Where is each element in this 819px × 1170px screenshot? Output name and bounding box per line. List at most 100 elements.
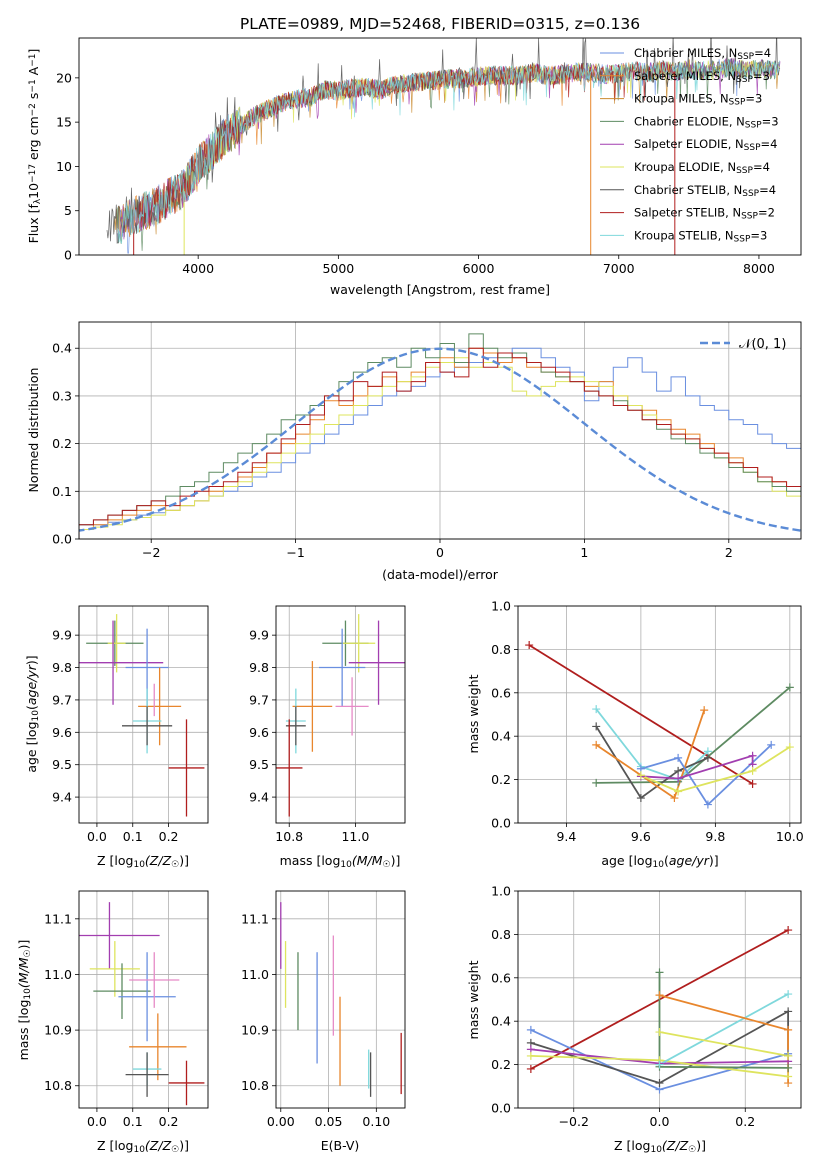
y-tick-label: 0.6 <box>491 685 511 700</box>
label-part: )] <box>709 853 719 868</box>
label-part: SSP <box>745 121 762 131</box>
data-point <box>655 1079 664 1088</box>
data-point <box>784 926 793 935</box>
label-part: Kroupa STELIB, N <box>634 228 734 242</box>
data-point <box>674 774 683 783</box>
label-part: age [log <box>24 721 39 772</box>
series-line <box>528 644 754 785</box>
label-part: ] <box>26 49 41 54</box>
y-tick-label: 0.2 <box>491 772 511 787</box>
label-part: 10 <box>340 860 352 870</box>
y-tick-label: 10 <box>56 159 72 174</box>
legend-label: Kroupa MILES, NSSP=3 <box>634 92 762 108</box>
data-point <box>592 740 601 749</box>
label-part: =2 <box>758 206 775 220</box>
label-part: mass [log <box>16 1000 31 1061</box>
axes-frame <box>78 37 802 256</box>
label-part: SSP <box>736 75 753 85</box>
y-tick-label: 0.4 <box>52 341 72 356</box>
label-part: ☉ <box>688 1145 696 1155</box>
data-point <box>784 1007 793 1016</box>
label-part: age/yr <box>669 853 710 868</box>
y-axis-label: mass [log10(M/M☉)] <box>16 940 33 1061</box>
y-tick-label: 0.4 <box>491 1014 511 1029</box>
y-tick-label: 10.8 <box>241 1078 269 1093</box>
y-axis-label: mass weight <box>466 960 481 1039</box>
histogram-step <box>79 333 801 539</box>
label-part: ( <box>664 853 669 868</box>
data-point <box>748 751 757 760</box>
data-point <box>784 1025 793 1034</box>
y-tick-label: 20 <box>56 70 72 85</box>
y-tick-label: 0.2 <box>52 436 72 451</box>
x-axis-label: age [log10(age/yr)] <box>601 853 718 870</box>
data-point <box>592 778 601 787</box>
series-line <box>595 708 709 781</box>
y-tick-label: 15 <box>56 115 72 130</box>
legend-label: Salpeter ELODIE, NSSP=4 <box>634 137 777 153</box>
x-tick-label: 10.0 <box>776 829 804 844</box>
label-part: )] <box>24 655 39 665</box>
label-part: age [log <box>601 853 652 868</box>
label-part: 10 <box>31 710 41 722</box>
label-part: (Z/Z <box>145 853 172 868</box>
series-line <box>659 994 789 1083</box>
label-part: 10 <box>26 183 41 199</box>
axes-frame <box>78 605 209 824</box>
x-tick-label: 0.2 <box>735 1114 755 1129</box>
y-tick-label: 1.0 <box>491 884 511 899</box>
x-tick-label: −1 <box>286 545 304 560</box>
axes-frame <box>275 605 406 824</box>
y-tick-label: 9.9 <box>249 628 269 643</box>
label-part: =3 <box>745 92 762 106</box>
data-point <box>785 683 794 692</box>
label-part: −2 <box>28 103 38 116</box>
label-part: =4 <box>754 46 771 60</box>
label-part: SSP <box>737 52 754 62</box>
data-point <box>655 991 664 1000</box>
data-point <box>655 968 664 977</box>
series-line <box>595 709 706 800</box>
data-point <box>784 1051 793 1060</box>
label-part: 10 <box>650 1145 662 1155</box>
label-part: Z [log <box>97 853 133 868</box>
x-tick-label: 4000 <box>182 261 214 276</box>
series-line <box>659 1031 789 1057</box>
label-part: 10 <box>653 860 665 870</box>
axes-mass_vs_ebv: 0.00 0.05 0.10 10.8 10.9 11.0 11.1 E(B-V) <box>241 890 406 1153</box>
label-part: Chabrier ELODIE, N <box>634 114 745 128</box>
axes-residuals: −2 −1 0 1 2 0.0 0.1 0.2 0.3 0.4 𝒩(0, 1) (data-model… <box>26 321 802 582</box>
label-part: mass [log <box>280 853 341 868</box>
x-axis-label: mass [log10(M/M☉)] <box>280 853 401 870</box>
label-part: (M/M <box>16 957 31 988</box>
label-part: erg cm <box>26 116 41 164</box>
x-tick-label: 0.0 <box>87 1114 107 1129</box>
data-point <box>592 722 601 731</box>
plot-area <box>79 902 205 1106</box>
y-tick-label: 11.0 <box>44 967 72 982</box>
data-point <box>636 771 645 780</box>
label-part: (Z/Z <box>145 1138 172 1153</box>
plot-area <box>276 614 405 817</box>
x-tick-label: 9.4 <box>556 829 576 844</box>
data-point <box>748 766 757 775</box>
x-tick-label: −2 <box>142 545 160 560</box>
label-part: 10 <box>23 988 33 1000</box>
axes-spectrum: 4000 5000 6000 7000 8000 0 5 10 15 20 Chabrier MIL… <box>26 37 802 297</box>
axes-mass_weight_vs_Z: −0.2 0.0 0.2 0.0 0.2 0.4 0.6 0.8 1.0 Z [log10(Z/Z… <box>466 884 802 1155</box>
y-tick-label: 9.8 <box>249 660 269 675</box>
data-point <box>636 794 645 803</box>
label-part: Kroupa MILES, N <box>634 92 729 106</box>
label-part: =4 <box>761 137 778 151</box>
data-point <box>784 990 793 999</box>
x-tick-label: 0.0 <box>87 829 107 844</box>
label-part: −17 <box>28 164 38 183</box>
data-point <box>767 740 776 749</box>
y-tick-label: 0 <box>64 248 72 263</box>
label-part: ☉ <box>171 1145 179 1155</box>
y-axis-label: Flux [fλ10−17 erg cm−2 s−1 A−1] <box>26 49 43 244</box>
label-part: Salpeter ELODIE, N <box>634 137 744 151</box>
axes-frame <box>517 890 802 1109</box>
label-part: )] <box>16 940 31 950</box>
label-part: )] <box>391 853 401 868</box>
